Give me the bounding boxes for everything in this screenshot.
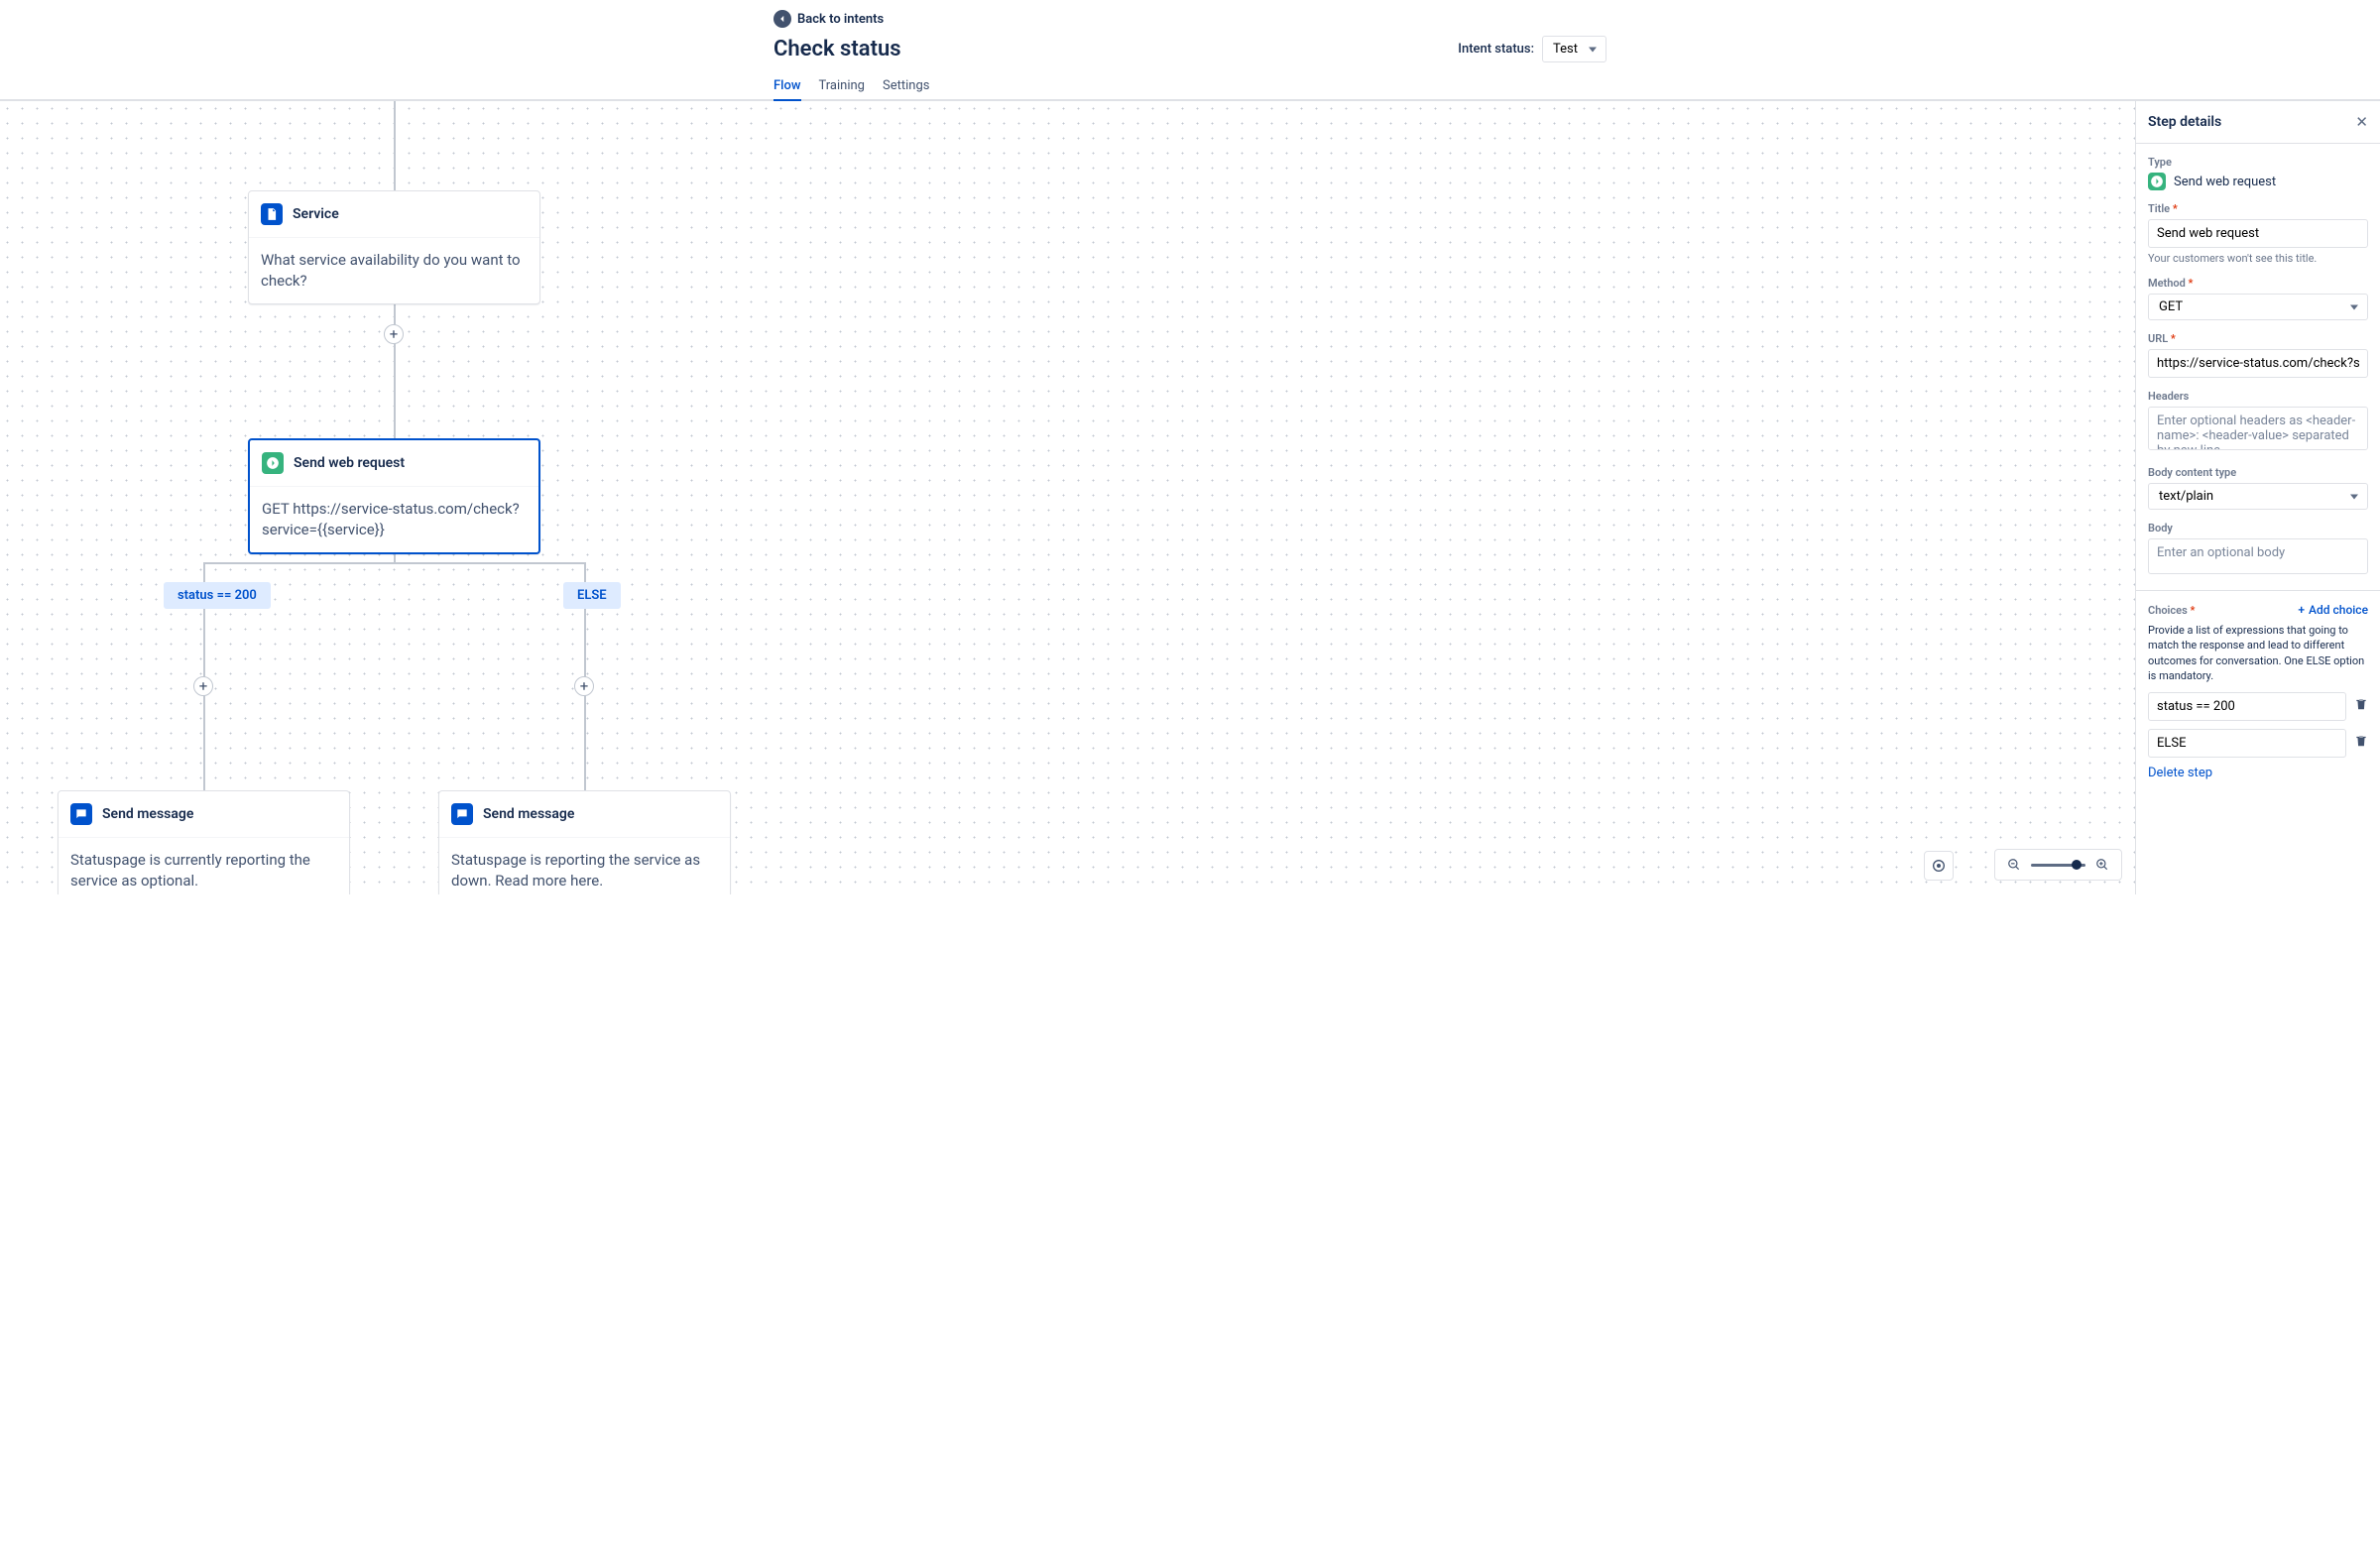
node-body: What service availability do you want to… [249, 238, 539, 303]
flow-node-send-message-right[interactable]: Send message Statuspage is reporting the… [438, 790, 731, 894]
add-choice-button[interactable]: + Add choice [2298, 603, 2368, 617]
body-input[interactable] [2148, 538, 2368, 574]
headers-input[interactable] [2148, 407, 2368, 450]
step-details-panel: Step details ✕ Type Send web request Tit… [2135, 101, 2380, 894]
node-title: Send web request [294, 455, 405, 471]
message-icon [451, 803, 473, 825]
body-label: Body [2148, 522, 2368, 534]
type-label: Type [2148, 156, 2368, 169]
zoom-controls [1994, 849, 2122, 881]
url-label: URL [2148, 332, 2368, 345]
node-body: Statuspage is currently reporting the se… [59, 838, 349, 894]
tab-flow[interactable]: Flow [774, 72, 801, 101]
zoom-out-button[interactable] [2005, 856, 2023, 874]
intent-status-select[interactable]: Test [1542, 36, 1606, 62]
node-body: GET https://service-status.com/check?ser… [250, 487, 538, 552]
node-title: Service [293, 206, 339, 222]
branch-chip-status-200[interactable]: status == 200 [164, 582, 271, 609]
body-type-label: Body content type [2148, 466, 2368, 479]
choice-row [2148, 692, 2368, 721]
flow-node-web-request[interactable]: Send web request GET https://service-sta… [248, 438, 540, 554]
method-select[interactable]: GET [2148, 294, 2368, 320]
add-step-button[interactable]: + [193, 676, 213, 696]
choices-description: Provide a list of expressions that going… [2148, 623, 2368, 684]
tab-settings[interactable]: Settings [883, 72, 929, 101]
delete-step-button[interactable]: Delete step [2148, 766, 2368, 780]
zoom-slider[interactable] [2031, 864, 2085, 867]
back-arrow-icon [774, 10, 791, 28]
node-title: Send message [102, 806, 193, 822]
plus-icon: + [2298, 603, 2305, 617]
delete-choice-button[interactable] [2354, 734, 2368, 752]
tabs-bar: Flow Training Settings [774, 72, 1606, 99]
method-label: Method [2148, 277, 2368, 290]
title-hint: Your customers won't see this title. [2148, 252, 2368, 265]
close-panel-button[interactable]: ✕ [2355, 113, 2368, 131]
choices-label: Choices [2148, 604, 2195, 617]
url-input[interactable] [2148, 349, 2368, 378]
back-label: Back to intents [797, 12, 884, 27]
web-request-icon [262, 452, 284, 474]
flow-node-send-message-left[interactable]: Send message Statuspage is currently rep… [58, 790, 350, 894]
title-field-label: Title [2148, 202, 2368, 215]
flow-node-service[interactable]: Service What service availability do you… [248, 190, 540, 304]
type-value: Send web request [2174, 175, 2276, 189]
connector-line [203, 562, 585, 564]
back-to-intents-button[interactable]: Back to intents [774, 10, 1606, 28]
recenter-button[interactable] [1924, 851, 1954, 881]
message-icon [70, 803, 92, 825]
delete-choice-button[interactable] [2354, 697, 2368, 715]
add-step-button[interactable]: + [574, 676, 594, 696]
web-request-icon [2148, 173, 2166, 190]
zoom-in-button[interactable] [2093, 856, 2111, 874]
add-step-button[interactable]: + [384, 324, 404, 344]
panel-title: Step details [2148, 114, 2221, 130]
connector-line [394, 101, 396, 190]
choice-input[interactable] [2148, 729, 2346, 758]
page-header: Back to intents Check status Intent stat… [0, 0, 2380, 101]
connector-line [394, 285, 396, 438]
flow-canvas[interactable]: Service What service availability do you… [0, 101, 2380, 894]
body-type-select[interactable]: text/plain [2148, 483, 2368, 510]
choice-input[interactable] [2148, 692, 2346, 721]
tab-training[interactable]: Training [819, 72, 865, 101]
headers-label: Headers [2148, 390, 2368, 403]
node-title: Send message [483, 806, 574, 822]
node-body: Statuspage is reporting the service as d… [439, 838, 730, 894]
page-title: Check status [774, 37, 901, 61]
document-icon [261, 203, 283, 225]
choice-row [2148, 729, 2368, 758]
intent-status-label: Intent status: [1458, 42, 1534, 57]
title-input[interactable] [2148, 219, 2368, 248]
branch-chip-else[interactable]: ELSE [563, 582, 621, 609]
